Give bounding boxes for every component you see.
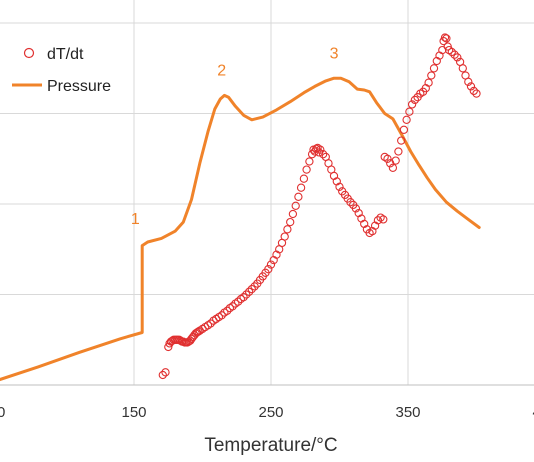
annotation-2: 2	[217, 62, 226, 79]
x-tick-label-1: 150	[121, 404, 146, 421]
dtdt-point-106	[407, 100, 417, 109]
dtdt-point-131	[469, 86, 478, 96]
dtdt-point-105	[405, 107, 414, 116]
x-tick-labels: 50 150 250 350 450	[0, 404, 534, 421]
dtdt-point-129	[464, 77, 473, 86]
dtdt-point-97	[383, 154, 392, 163]
dtdt-point-56	[280, 232, 289, 241]
vertical-gridlines	[133, 0, 409, 385]
dtdt-point-93	[373, 216, 383, 225]
pressure-series	[0, 76, 481, 382]
dtdt-point-50	[264, 265, 273, 274]
annotations: 1 2 3	[131, 45, 339, 228]
dtdt-point-100	[391, 156, 400, 165]
dtdt-point-1	[161, 368, 170, 377]
dtdt-point-65	[305, 157, 314, 166]
dtdt-point-59	[288, 209, 298, 219]
dtdt-point-99	[388, 163, 398, 172]
legend-marker-dtdt	[23, 47, 35, 59]
dtdt-point-112	[424, 78, 433, 87]
pressure-line	[0, 76, 481, 382]
dtdt-point-57	[283, 225, 292, 234]
dtdt-point-121	[443, 42, 452, 51]
dtdt-point-33	[217, 311, 226, 320]
dtdt-point-73	[318, 150, 328, 159]
dtdt-point-51	[266, 260, 276, 269]
dtdt-point-35	[223, 306, 232, 315]
dtdt-point-122	[444, 45, 454, 55]
legend-label-pressure: Pressure	[47, 78, 111, 95]
dtdt-point-85	[351, 204, 361, 213]
dtdt-point-44	[247, 284, 256, 294]
dtdt-point-64	[302, 165, 311, 174]
annotation-1: 1	[131, 211, 140, 228]
dtdt-point-95	[379, 215, 388, 224]
x-tick-label-2: 250	[258, 404, 283, 421]
x-tick-label-3: 350	[395, 404, 420, 421]
dtdt-point-83	[346, 198, 355, 207]
dtdt-point-63	[299, 174, 309, 183]
legend-label-dtdt: dT/dt	[47, 46, 84, 63]
dtdt-point-29	[206, 319, 215, 328]
annotation-3: 3	[330, 45, 339, 62]
dtdt-point-132	[472, 89, 481, 98]
dtdt-point-17	[184, 337, 193, 346]
dtdt-point-107	[410, 95, 420, 105]
dtdt-point-119	[440, 33, 450, 42]
dtdt-point-102	[397, 136, 406, 145]
dtdt-point-43	[244, 287, 254, 296]
horizontal-gridlines	[0, 22, 534, 295]
legend: dT/dt Pressure	[12, 46, 111, 95]
dtdt-point-114	[429, 64, 439, 73]
dtdt-point-72	[316, 145, 325, 154]
dtdt-point-41	[239, 293, 248, 302]
x-axis-title: Temperature/°C	[204, 435, 337, 456]
dtdt-point-39	[233, 297, 243, 306]
dtdt-point-101	[394, 147, 403, 156]
dtdt-point-113	[427, 71, 436, 80]
dtdt-point-0	[158, 370, 167, 380]
dtdt-point-125	[453, 53, 462, 62]
dtdt-point-120	[442, 34, 451, 43]
dtdt-point-37	[228, 302, 237, 311]
dtdt-point-45	[250, 282, 259, 291]
dtdt-point-42	[242, 290, 251, 299]
dtdt-point-79	[335, 182, 344, 191]
dtdt-point-61	[294, 192, 303, 201]
dtdt-series	[158, 33, 481, 380]
dtdt-point-118	[439, 36, 448, 46]
dtdt-point-130	[466, 82, 476, 91]
dtdt-point-124	[450, 50, 459, 59]
x-tick-label-4: 450	[532, 404, 534, 421]
dtdt-point-24	[194, 327, 203, 336]
dtdt-point-58	[286, 217, 295, 227]
dtdt-point-62	[296, 183, 306, 192]
x-tick-label-0: 50	[0, 404, 5, 421]
dtdt-point-127	[458, 64, 467, 73]
dtdt-point-123	[447, 47, 456, 57]
dtdt-point-103	[399, 125, 409, 134]
dtdt-point-104	[402, 115, 411, 124]
dtdt-point-60	[291, 201, 300, 210]
dtdt-point-38	[231, 299, 240, 308]
